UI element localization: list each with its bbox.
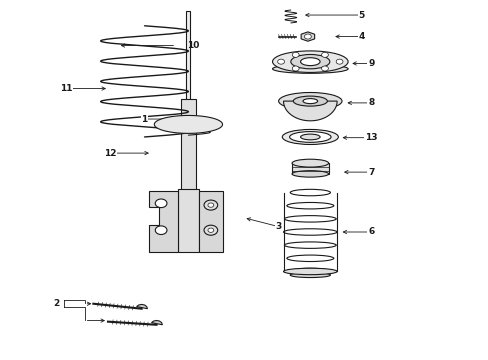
FancyBboxPatch shape <box>181 99 195 191</box>
Polygon shape <box>198 191 223 252</box>
Text: 2: 2 <box>54 299 60 308</box>
Ellipse shape <box>289 132 330 142</box>
FancyBboxPatch shape <box>291 163 328 174</box>
Ellipse shape <box>290 54 329 69</box>
Circle shape <box>304 34 311 39</box>
Circle shape <box>203 200 217 210</box>
Ellipse shape <box>278 93 341 110</box>
Text: 11: 11 <box>60 84 73 93</box>
FancyBboxPatch shape <box>178 189 198 252</box>
Polygon shape <box>136 305 147 309</box>
Circle shape <box>155 199 166 208</box>
Text: 7: 7 <box>367 168 374 177</box>
Text: 3: 3 <box>275 222 281 231</box>
Text: 10: 10 <box>187 41 199 50</box>
Ellipse shape <box>291 171 328 177</box>
Text: 6: 6 <box>367 228 374 237</box>
Ellipse shape <box>283 268 336 275</box>
FancyBboxPatch shape <box>186 12 190 101</box>
Circle shape <box>292 66 299 71</box>
Text: 4: 4 <box>358 32 364 41</box>
Ellipse shape <box>282 130 338 144</box>
Text: 9: 9 <box>367 59 374 68</box>
Text: 8: 8 <box>367 98 374 107</box>
Text: 12: 12 <box>104 149 117 158</box>
Text: 13: 13 <box>364 133 377 142</box>
Circle shape <box>207 203 213 207</box>
Ellipse shape <box>272 64 347 73</box>
Polygon shape <box>151 320 162 325</box>
Ellipse shape <box>293 96 327 106</box>
Ellipse shape <box>303 99 317 104</box>
Circle shape <box>321 52 328 57</box>
Ellipse shape <box>291 159 328 167</box>
Polygon shape <box>301 32 314 41</box>
Text: 1: 1 <box>141 114 147 123</box>
Polygon shape <box>283 101 336 121</box>
Ellipse shape <box>289 273 330 278</box>
Circle shape <box>321 66 328 71</box>
Circle shape <box>155 226 166 234</box>
Ellipse shape <box>300 58 320 66</box>
Text: 5: 5 <box>358 10 364 19</box>
Polygon shape <box>154 116 222 133</box>
Ellipse shape <box>300 134 320 140</box>
Circle shape <box>207 228 213 232</box>
Ellipse shape <box>272 51 347 72</box>
Circle shape <box>203 225 217 235</box>
Circle shape <box>292 52 299 57</box>
Polygon shape <box>149 191 178 252</box>
Circle shape <box>335 59 342 64</box>
Circle shape <box>277 59 284 64</box>
